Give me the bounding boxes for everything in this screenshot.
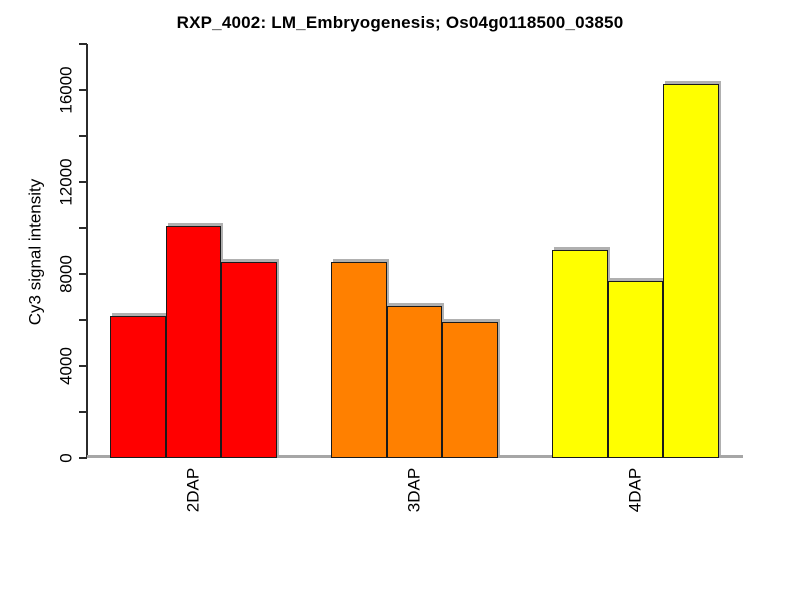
bar-4dap-3 [663,83,719,458]
bar-2dap-3 [221,262,277,458]
bar-2dap-1 [110,316,166,458]
y-axis-tick-label: 8000 [56,255,76,294]
x-axis-category-label: 3DAP [404,467,424,513]
x-axis-category-label: 2DAP [183,467,203,513]
y-axis-tick-label: 12000 [56,158,76,206]
y-axis-tick [79,89,87,92]
y-axis-tick [79,273,87,276]
y-axis-tick [79,319,87,322]
y-axis-tick [79,43,87,46]
y-axis-title: Cy3 signal intensity [25,178,45,326]
bar-3dap-1 [331,261,387,458]
y-axis-tick-label: 0 [56,453,76,463]
y-axis-tick-label: 4000 [56,347,76,386]
bar-4dap-2 [607,281,664,458]
bar-4dap-1 [552,250,608,458]
chart-title: RXP_4002: LM_Embryogenesis; Os04g0118500… [176,13,624,32]
y-axis-line [86,44,88,458]
y-axis-tick [79,181,87,184]
y-axis-tick [79,227,87,230]
y-axis-tick [79,365,87,368]
y-axis-tick-label: 16000 [56,66,76,115]
y-axis-tick [79,411,87,414]
y-axis-tick [79,135,87,138]
bar-3dap-3 [442,321,498,458]
x-axis-category-label: 4DAP [625,467,645,513]
y-axis-tick [79,457,87,459]
bar-2dap-2 [165,225,222,458]
bar-3dap-2 [386,305,443,458]
